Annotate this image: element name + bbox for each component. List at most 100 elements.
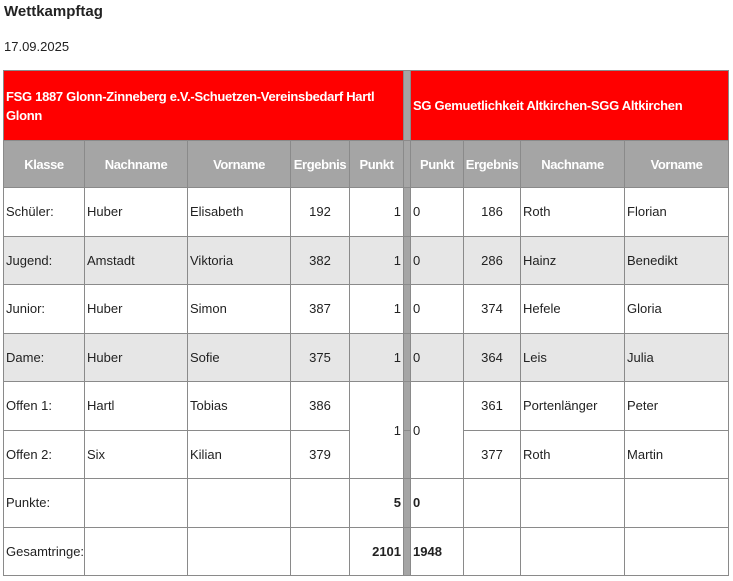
col-header-home-vorname: Vorname [187, 140, 291, 188]
home-punkt-cell: 1 [348, 381, 405, 479]
home-nachname-cell: Amstadt [84, 235, 188, 285]
col-header-home-ergebnis: Ergebnis [290, 140, 350, 188]
empty-cell [520, 526, 626, 576]
separator [403, 381, 412, 431]
home-punkt-cell: 1 [348, 235, 405, 285]
table-row-punkte: Punkte: 5 0 [3, 478, 730, 528]
away-ergebnis-cell: 286 [463, 235, 522, 285]
empty-cell [463, 478, 522, 528]
home-vorname-cell: Tobias [187, 381, 291, 431]
away-ergebnis-cell: 364 [463, 332, 522, 382]
klasse-cell: Schüler: [3, 187, 85, 237]
home-ergebnis-cell: 387 [290, 284, 350, 334]
home-vorname-cell: Kilian [187, 429, 291, 479]
home-nachname-cell: Huber [84, 332, 188, 382]
separator [403, 140, 412, 188]
away-punkt-cell: 0 [410, 284, 465, 334]
separator [403, 235, 412, 285]
home-nachname-cell: Six [84, 429, 188, 479]
col-header-away-ergebnis: Ergebnis [463, 140, 522, 188]
away-ergebnis-cell: 377 [463, 429, 522, 479]
col-header-away-nachname: Nachname [520, 140, 626, 188]
table-row: Dame: Huber Sofie 375 1 0 364 Leis Julia [3, 332, 730, 382]
home-punkte-total: 5 [348, 478, 405, 528]
empty-cell [624, 478, 730, 528]
empty-cell [290, 478, 350, 528]
col-header-home-nachname: Nachname [84, 140, 188, 188]
table-row-gesamtringe: Gesamtringe: 2101 1948 [3, 526, 730, 576]
home-punkt-cell: 1 [348, 332, 405, 382]
empty-cell [520, 478, 626, 528]
away-nachname-cell: Hainz [520, 235, 626, 285]
separator [403, 187, 412, 237]
table-row: Jugend: Amstadt Viktoria 382 1 0 286 Hainz Bened… [3, 235, 730, 285]
away-ergebnis-cell: 186 [463, 187, 522, 237]
klasse-cell: Junior: [3, 284, 85, 334]
away-vorname-cell: Florian [624, 187, 730, 237]
empty-cell [84, 478, 188, 528]
away-ringe-total: 1948 [410, 526, 465, 576]
home-vorname-cell: Sofie [187, 332, 291, 382]
away-vorname-cell: Gloria [624, 284, 730, 334]
away-nachname-cell: Leis [520, 332, 626, 382]
separator [403, 284, 412, 334]
separator [403, 526, 412, 576]
table-row: Junior: Huber Simon 387 1 0 374 Hefele Gloria [3, 284, 730, 334]
table-row: Schüler: Huber Elisabeth 192 1 0 186 Roth Floria… [3, 187, 730, 237]
empty-cell [463, 526, 522, 576]
away-ergebnis-cell: 374 [463, 284, 522, 334]
page-title: Wettkampftag [4, 3, 103, 20]
home-vorname-cell: Viktoria [187, 235, 291, 285]
col-header-klasse: Klasse [3, 140, 85, 188]
gesamtringe-label: Gesamtringe: [3, 526, 85, 576]
away-punkt-cell: 0 [410, 381, 465, 479]
away-nachname-cell: Roth [520, 429, 626, 479]
home-vorname-cell: Elisabeth [187, 187, 291, 237]
separator [403, 70, 412, 141]
away-punkt-cell: 0 [410, 187, 465, 237]
separator [403, 332, 412, 382]
empty-cell [84, 526, 188, 576]
home-ergebnis-cell: 375 [290, 332, 350, 382]
away-vorname-cell: Martin [624, 429, 730, 479]
empty-cell [624, 526, 730, 576]
results-table: FSG 1887 Glonn-Zinneberg e.V.-Schuetzen-… [2, 70, 730, 576]
separator [403, 429, 412, 479]
table-row: Offen 1: Hartl Tobias 386 1 0 361 Portenlänger P… [3, 381, 730, 479]
empty-cell [187, 478, 291, 528]
klasse-cell: Offen 1: [3, 381, 85, 431]
away-punkt-cell: 0 [410, 332, 465, 382]
away-team-name: SG Gemuetlichkeit Altkirchen-SGG Altkirc… [410, 70, 730, 141]
away-punkte-total: 0 [410, 478, 465, 528]
home-ergebnis-cell: 192 [290, 187, 350, 237]
home-nachname-cell: Huber [84, 284, 188, 334]
away-vorname-cell: Peter [624, 381, 730, 431]
col-header-home-punkt: Punkt [348, 140, 405, 188]
away-nachname-cell: Roth [520, 187, 626, 237]
home-ringe-total: 2101 [348, 526, 405, 576]
home-nachname-cell: Hartl [84, 381, 188, 431]
home-ergebnis-cell: 382 [290, 235, 350, 285]
home-punkt-cell: 1 [348, 284, 405, 334]
klasse-cell: Jugend: [3, 235, 85, 285]
home-nachname-cell: Huber [84, 187, 188, 237]
separator [403, 478, 412, 528]
klasse-cell: Offen 2: [3, 429, 85, 479]
away-ergebnis-cell: 361 [463, 381, 522, 431]
punkte-label: Punkte: [3, 478, 85, 528]
away-vorname-cell: Julia [624, 332, 730, 382]
away-nachname-cell: Portenlänger [520, 381, 626, 431]
col-header-away-vorname: Vorname [624, 140, 730, 188]
klasse-cell: Dame: [3, 332, 85, 382]
home-vorname-cell: Simon [187, 284, 291, 334]
home-ergebnis-cell: 379 [290, 429, 350, 479]
empty-cell [290, 526, 350, 576]
home-ergebnis-cell: 386 [290, 381, 350, 431]
away-vorname-cell: Benedikt [624, 235, 730, 285]
home-punkt-cell: 1 [348, 187, 405, 237]
empty-cell [187, 526, 291, 576]
home-team-name: FSG 1887 Glonn-Zinneberg e.V.-Schuetzen-… [2, 70, 405, 141]
match-date: 17.09.2025 [4, 39, 70, 54]
col-header-away-punkt: Punkt [410, 140, 465, 188]
away-punkt-cell: 0 [410, 235, 465, 285]
